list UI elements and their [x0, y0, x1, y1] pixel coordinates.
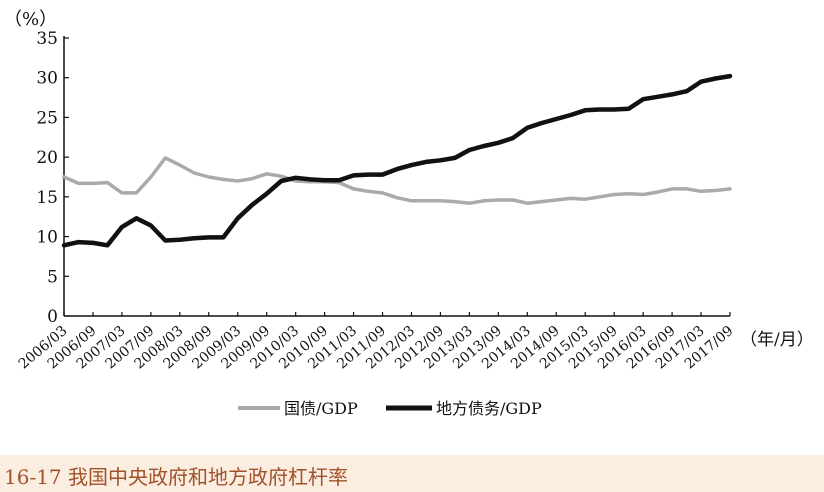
y-axis-ticks: 0 5 10 15 20 25 30 35 — [36, 29, 69, 327]
chart-svg: 0 5 10 15 20 25 30 35 2006/032006/092007/032007… — [4, 9, 814, 418]
chart-legend: 国债/GDP 地方债务/GDP — [238, 399, 542, 418]
y-axis-unit-label: （%） — [4, 9, 57, 30]
y-tick-label: 15 — [36, 188, 58, 208]
legend-label: 国债/GDP — [284, 399, 358, 418]
y-tick-label: 25 — [36, 108, 58, 128]
y-tick-label: 20 — [36, 148, 58, 168]
legend-label: 地方债务/GDP — [436, 399, 542, 418]
y-tick-label: 5 — [47, 267, 58, 287]
line-chart: 0 5 10 15 20 25 30 35 2006/03 2006/09 2007/03 2007… — [4, 9, 814, 418]
series-lines — [61, 73, 733, 248]
y-tick-label: 0 — [47, 307, 58, 327]
figure-caption-bar: 16-17 我国中央政府和地方政府杠杆率 — [0, 455, 824, 492]
chart-axes — [63, 36, 730, 317]
series-line-1 — [62, 156, 732, 205]
y-tick-label: 10 — [36, 228, 58, 248]
series-line-2 — [61, 73, 733, 248]
y-tick-label: 35 — [36, 29, 58, 49]
figure-caption: 16-17 我国中央政府和地方政府杠杆率 — [4, 465, 349, 489]
x-axis-ticks: 2006/032006/092007/032007/092008/032008/… — [16, 312, 737, 372]
x-axis-unit-label: （年/月） — [740, 330, 814, 350]
y-tick-label: 30 — [36, 69, 58, 89]
